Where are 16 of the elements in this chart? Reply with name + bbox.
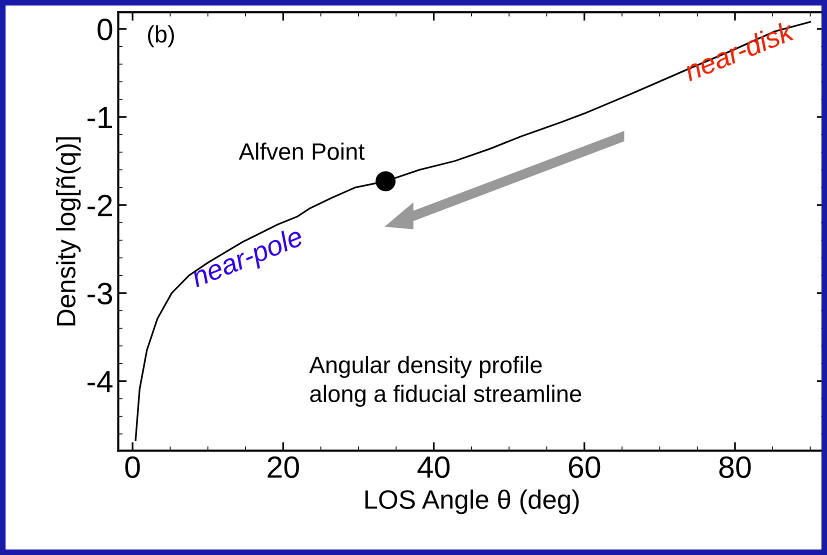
y-tick-label: -4 [88,371,113,392]
line-series [134,21,812,441]
annotation: Angular density profile along a fiducial streamline [309,356,582,407]
x-axis-title: LOS Angle θ (deg) [365,490,579,514]
y-tick-label: -1 [88,107,112,128]
x-tick-label: 20 [268,456,299,478]
x-tick-label: 60 [568,456,600,478]
x-tick-label: 80 [719,456,751,478]
y-tick-label: -2 [88,194,112,216]
x-tick-label: 40 [417,456,450,478]
annotation: Alfven Point [238,142,365,160]
y-tick-label: -3 [88,282,112,304]
y-tick-label: 0 [98,18,112,40]
x-tick-label: 0 [125,456,140,478]
annotation: (b) [148,25,174,48]
y-axis-title: Density log[ñ(q)] [56,137,81,326]
